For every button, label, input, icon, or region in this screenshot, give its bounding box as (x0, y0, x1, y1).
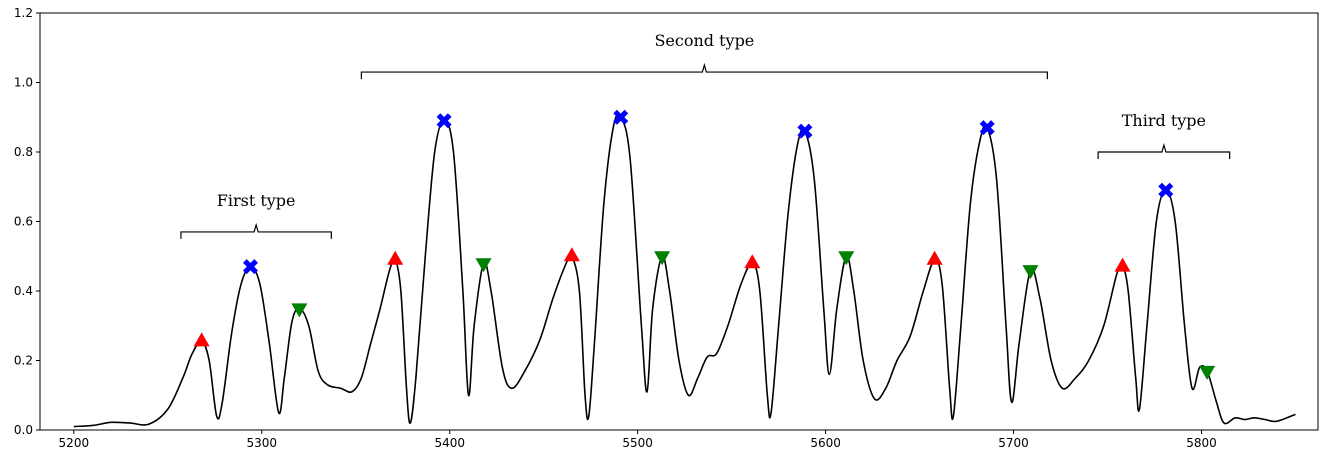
peak-marker-green (654, 251, 671, 266)
peak-marker-green (475, 258, 492, 273)
y-tick-label: 0.0 (14, 423, 33, 437)
x-tick-label: 5200 (59, 436, 90, 450)
series-line (73, 113, 1296, 428)
x-tick-label: 5300 (246, 436, 277, 450)
peak-marker-red (1114, 257, 1131, 272)
x-tick-label: 5700 (998, 436, 1029, 450)
peak-marker-green (1199, 365, 1216, 380)
y-tick-label: 0.2 (14, 354, 33, 368)
x-tick-label: 5800 (1186, 436, 1217, 450)
annotations: First type Second type Third type (180, 31, 1231, 239)
peak-marker-blue (1158, 182, 1174, 198)
bracket-label: First type (217, 191, 296, 210)
y-tick-label: 0.8 (14, 145, 33, 159)
plot-frame (39, 12, 1319, 431)
bracket (1097, 142, 1231, 159)
bracket (360, 62, 1048, 80)
peak-marker-green (1022, 265, 1039, 280)
peak-marker-blue (979, 120, 995, 136)
bracket-label: Third type (1122, 111, 1206, 130)
x-axis: 5200 5300 5400 5500 5600 5700 5800 (59, 430, 1217, 450)
peak-marker-red (563, 247, 580, 262)
y-tick-label: 0.6 (14, 215, 33, 229)
x-tick-label: 5500 (622, 436, 653, 450)
peak-marker-blue (613, 109, 629, 125)
y-tick-label: 1.2 (14, 6, 33, 20)
peak-marker-green (291, 303, 308, 318)
x-tick-label: 5600 (810, 436, 841, 450)
plot-area (39, 12, 1319, 431)
x-tick-label: 5400 (434, 436, 465, 450)
peak-marker-blue (797, 123, 813, 139)
peak-marker-green (838, 251, 855, 266)
peak-marker-red (387, 250, 404, 265)
y-tick-label: 0.4 (14, 284, 33, 298)
peak-marker-red (926, 250, 943, 265)
y-tick-label: 1.0 (14, 76, 33, 90)
peak-marker-blue (242, 259, 258, 275)
peak-marker-red (193, 332, 210, 347)
bracket-label: Second type (654, 31, 754, 50)
peak-marker-red (744, 254, 761, 269)
bracket (180, 222, 332, 239)
y-axis: 0.0 0.2 0.4 0.6 0.8 1.0 1.2 (14, 6, 40, 437)
peak-marker-blue (436, 113, 452, 129)
